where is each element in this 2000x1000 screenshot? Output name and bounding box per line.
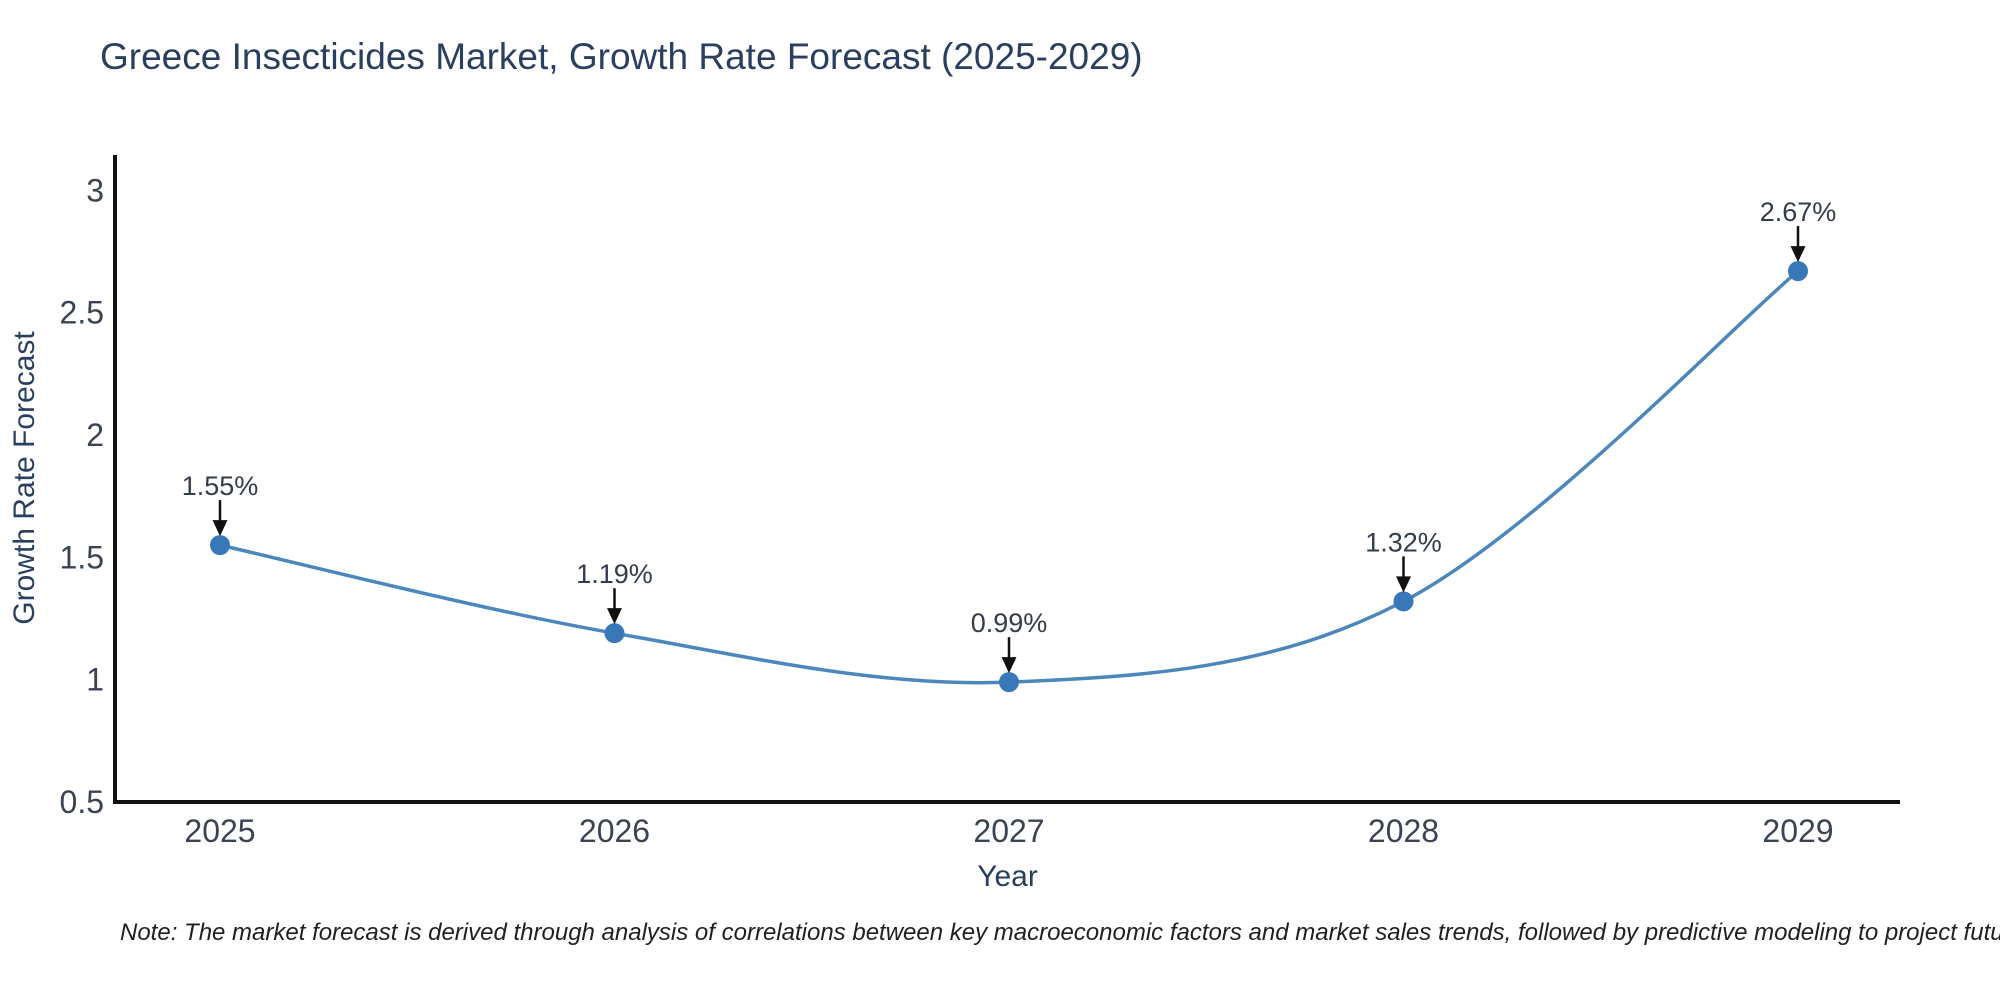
data-point-marker	[1393, 591, 1414, 612]
data-point-marker	[1788, 261, 1808, 282]
annotation-label: 0.99%	[971, 608, 1048, 638]
x-tick-label: 2025	[184, 813, 255, 849]
y-tick-label: 0.5	[60, 784, 104, 820]
x-tick-label: 2028	[1368, 813, 1439, 849]
annotation-arrowhead	[212, 520, 228, 537]
x-tick-label: 2026	[579, 813, 650, 849]
annotation-arrowhead	[1001, 657, 1017, 674]
x-tick-label: 2027	[973, 813, 1044, 849]
annotation-arrowhead	[607, 608, 622, 625]
data-point-marker	[999, 672, 1019, 693]
annotation-label: 1.32%	[1365, 527, 1442, 557]
x-tick-label: 2029	[1762, 813, 1833, 849]
annotation-label: 1.19%	[576, 559, 653, 589]
y-tick-label: 3	[86, 172, 104, 208]
data-point-marker	[210, 535, 230, 556]
y-axis-title: Growth Rate Forecast	[8, 331, 41, 625]
annotation-arrowhead	[1790, 246, 1806, 263]
y-tick-label: 1.5	[60, 539, 104, 575]
footnote: Note: The market forecast is derived thr…	[120, 919, 2000, 946]
x-axis-title: Year	[977, 860, 1038, 893]
annotation-label: 1.55%	[182, 471, 259, 501]
y-tick-label: 2.5	[60, 295, 104, 331]
chart-title: Greece Insecticides Market, Growth Rate …	[100, 36, 1143, 77]
y-tick-label: 1	[86, 662, 104, 698]
annotation-arrowhead	[1396, 576, 1411, 593]
y-tick-label: 2	[86, 417, 104, 453]
annotation-label: 2.67%	[1760, 197, 1837, 227]
data-point-marker	[604, 623, 625, 644]
